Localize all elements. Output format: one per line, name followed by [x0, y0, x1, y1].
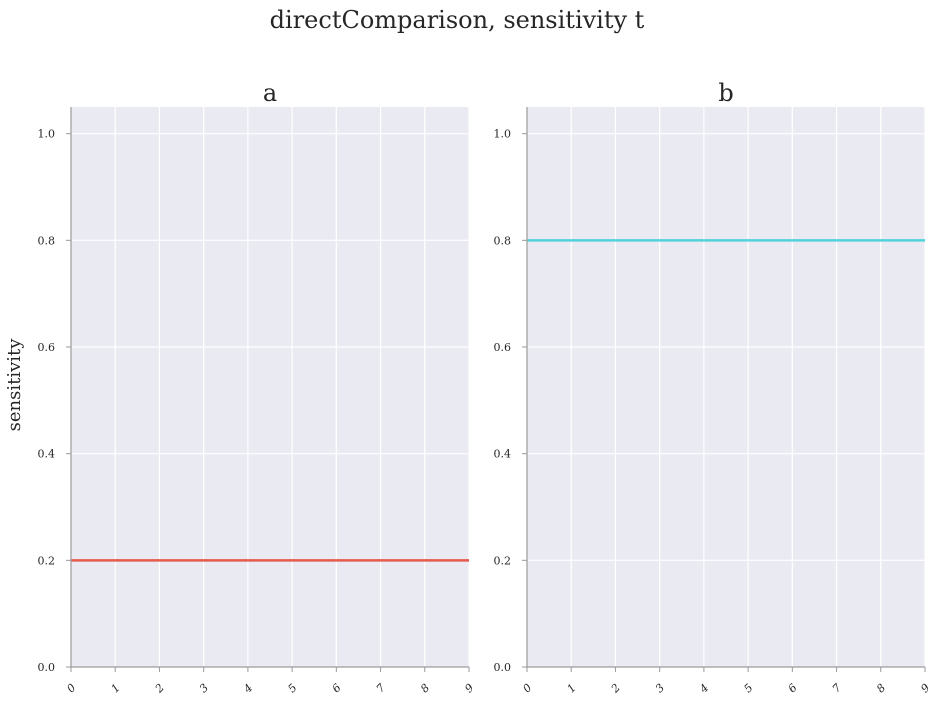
x-tick-label: 3	[197, 681, 211, 695]
y-tick-label: 0.6	[494, 341, 512, 354]
x-tick-label: 8	[418, 681, 432, 695]
x-tick-label: 4	[696, 681, 711, 696]
y-tick-label: 0.0	[494, 661, 512, 674]
x-tick-label: 0	[520, 681, 534, 695]
x-tick-label: 8	[874, 681, 888, 695]
x-tick-label: 2	[608, 681, 623, 696]
subplot-b: 0.0 0.2 0.4 0.6 0.8 1.0 0 1 2 3 4 5 6 7 8 9 b	[494, 79, 933, 696]
subplot-title-a: a	[263, 79, 277, 107]
subplot-title-b: b	[718, 79, 733, 107]
x-ticks-b: 0 1 2 3 4 5 6 7 8 9	[520, 667, 932, 696]
figure-title: directComparison, sensitivity t	[270, 6, 645, 34]
x-tick-label: 6	[786, 681, 800, 695]
x-tick-label: 2	[152, 681, 167, 696]
axes-spines-b	[526, 107, 925, 668]
y-ticks-a: 0.0 0.2 0.4 0.6 0.8 1.0	[38, 128, 71, 674]
x-tick-label: 3	[653, 681, 667, 695]
x-tick-label: 4	[240, 681, 255, 696]
x-tick-label: 7	[830, 681, 844, 695]
y-tick-label: 0.8	[38, 234, 56, 247]
y-tick-label: 0.4	[38, 448, 56, 461]
y-tick-label: 1.0	[494, 128, 512, 141]
axes-spines-a	[70, 107, 469, 668]
y-tick-label: 0.6	[38, 341, 56, 354]
x-tick-label: 6	[330, 681, 344, 695]
x-tick-label: 7	[374, 681, 388, 695]
x-tick-label: 5	[741, 681, 755, 695]
x-ticks-a: 0 1 2 3 4 5 6 7 8 9	[64, 667, 476, 696]
plot-area-a	[71, 107, 469, 667]
y-tick-label: 0.0	[38, 661, 56, 674]
x-tick-label: 1	[109, 681, 123, 695]
x-tick-label: 0	[64, 681, 78, 695]
y-tick-label: 0.2	[38, 554, 56, 567]
y-tick-label: 0.2	[494, 554, 512, 567]
x-tick-label: 1	[565, 681, 579, 695]
plot-area-b	[527, 107, 925, 667]
y-tick-label: 0.8	[494, 234, 512, 247]
y-axis-label: sensitivity	[4, 338, 25, 432]
x-tick-label: 5	[285, 681, 299, 695]
x-tick-label: 9	[462, 681, 476, 695]
y-ticks-b: 0.0 0.2 0.4 0.6 0.8 1.0	[494, 128, 527, 674]
y-tick-label: 0.4	[494, 448, 512, 461]
y-tick-label: 1.0	[38, 128, 56, 141]
x-tick-label: 9	[918, 681, 932, 695]
subplot-a: 0.0 0.2 0.4 0.6 0.8 1.0 0 1 2 3 4 5 6 7 8 9 a sensitiv…	[4, 79, 476, 696]
